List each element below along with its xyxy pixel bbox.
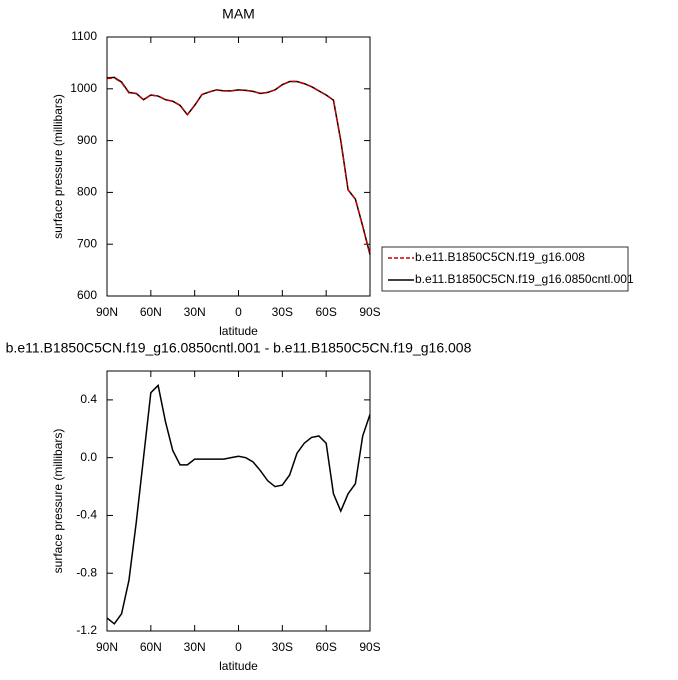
x-tick-label: 0 xyxy=(235,305,242,319)
x-tick-label: 30S xyxy=(272,305,293,319)
x-axis-label: latitude xyxy=(219,324,258,338)
data-line xyxy=(106,76,371,255)
x-tick-label: 90N xyxy=(96,640,118,654)
y-tick-label: -1.2 xyxy=(76,623,97,637)
x-tick-label: 60S xyxy=(315,640,336,654)
plot-frame xyxy=(106,370,371,632)
y-tick-label: 800 xyxy=(77,185,97,199)
plot-frame xyxy=(106,36,371,297)
y-tick-label: 1000 xyxy=(70,81,97,95)
y-tick-label: 1100 xyxy=(71,29,97,43)
x-tick-label: 90S xyxy=(359,640,380,654)
y-axis-label: surface pressure (millibars) xyxy=(51,429,65,574)
x-tick-label: 60S xyxy=(315,305,336,319)
x-tick-label: 60N xyxy=(140,305,162,319)
y-axis-label: surface pressure (millibars) xyxy=(51,94,65,239)
legend-box xyxy=(381,246,629,292)
chart-title: b.e11.B1850C5CN.f19_g16.0850cntl.001 - b… xyxy=(6,340,472,356)
x-tick-label: 60N xyxy=(140,640,162,654)
chart-title: MAM xyxy=(222,6,255,22)
y-tick-label: 0.4 xyxy=(80,392,97,406)
data-line xyxy=(106,383,371,625)
y-tick-label: 0.0 xyxy=(80,450,97,464)
x-axis-label: latitude xyxy=(219,659,258,673)
legend-label: b.e11.B1850C5CN.f19_g16.008 xyxy=(415,250,585,264)
y-tick-label: 700 xyxy=(77,236,97,250)
x-tick-label: 90N xyxy=(96,305,118,319)
data-line xyxy=(106,77,371,255)
x-tick-label: 30N xyxy=(184,305,206,319)
y-tick-label: -0.4 xyxy=(76,508,97,522)
x-tick-label: 0 xyxy=(235,640,242,654)
x-tick-label: 30S xyxy=(272,640,293,654)
y-tick-label: -0.8 xyxy=(76,565,97,579)
legend-label: b.e11.B1850C5CN.f19_g16.0850cntl.001 xyxy=(415,272,634,286)
y-tick-label: 600 xyxy=(77,288,97,302)
y-tick-label: 900 xyxy=(77,133,97,147)
x-tick-label: 30N xyxy=(184,640,206,654)
x-tick-label: 90S xyxy=(359,305,380,319)
